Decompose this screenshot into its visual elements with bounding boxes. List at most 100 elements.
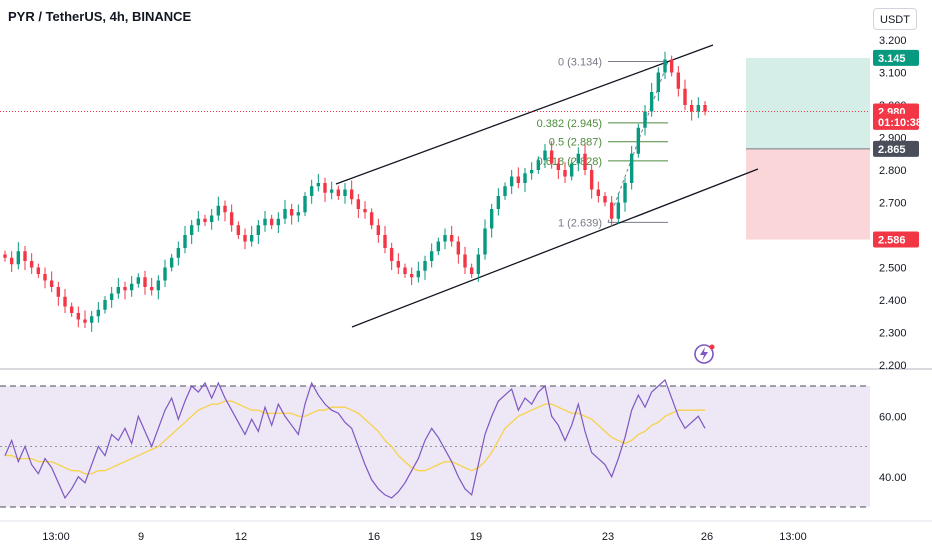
candle-body xyxy=(536,160,541,170)
candle-body xyxy=(369,212,374,226)
currency-button[interactable]: USDT xyxy=(873,8,917,30)
price-badge-label: 3.145 xyxy=(878,53,906,65)
time-tick-label: 16 xyxy=(368,531,380,543)
stop-zone xyxy=(746,148,870,240)
candle-body xyxy=(69,306,74,313)
candle-body xyxy=(216,205,221,216)
candle-body xyxy=(109,293,114,300)
candle-body xyxy=(543,150,547,161)
rsi-ma-line xyxy=(5,400,705,475)
candle-body xyxy=(156,280,161,291)
candle-body xyxy=(3,254,7,258)
time-tick-label: 13:00 xyxy=(779,531,807,543)
candle-body xyxy=(436,241,441,252)
candle-body xyxy=(656,72,661,92)
price-tick-label: 3.100 xyxy=(879,68,907,80)
candle-body xyxy=(116,287,121,294)
price-tick-label: 2.400 xyxy=(879,295,907,307)
symbol-title[interactable]: PYR / TetherUS, 4h, BINANCE xyxy=(8,9,192,24)
candle-body xyxy=(236,225,241,235)
candle-body xyxy=(383,235,387,248)
candle-body xyxy=(269,218,274,226)
flash-icon-dot xyxy=(709,344,715,350)
candle-body xyxy=(136,277,141,284)
price-tick-label: 2.700 xyxy=(879,198,907,210)
candle-body xyxy=(283,209,287,219)
fib-label: 0.5 (2.887) xyxy=(549,137,602,149)
candle-body xyxy=(229,212,234,226)
time-axis[interactable]: 13:00 9 12 16 19 23 26 13:00 xyxy=(0,520,932,543)
candle-body xyxy=(483,228,487,255)
candle-body xyxy=(469,267,474,274)
candle-body xyxy=(456,241,461,255)
fib-label: 0 (3.134) xyxy=(558,56,602,68)
candle-body xyxy=(223,205,227,213)
candle-body xyxy=(629,153,634,183)
candle-body xyxy=(336,189,341,196)
candle-body xyxy=(176,248,181,258)
candle-body xyxy=(16,251,21,265)
candle-body xyxy=(189,225,194,235)
candle-body xyxy=(403,267,407,274)
candle-body xyxy=(663,59,667,73)
price-badge xyxy=(873,113,919,130)
time-tick-label: 13:00 xyxy=(42,531,70,543)
candle-body xyxy=(49,280,54,287)
candle-body xyxy=(409,274,414,278)
candle-body xyxy=(149,287,154,291)
price-axis[interactable]: 3.2003.1003.0002.9002.8002.7002.6002.500… xyxy=(879,35,907,484)
candle-body xyxy=(203,218,207,222)
candle-body xyxy=(416,270,421,278)
candle-body xyxy=(623,183,627,203)
time-tick-label: 12 xyxy=(235,531,247,543)
fib-retracement: 0 (3.134)0.382 (2.945)0.5 (2.887)0.618 (… xyxy=(537,56,669,229)
candle-body xyxy=(289,209,294,216)
candle-body xyxy=(569,163,574,177)
candles xyxy=(3,51,707,332)
candle-body xyxy=(669,59,674,73)
candle-body xyxy=(343,189,347,196)
time-tick-label: 19 xyxy=(470,531,482,543)
price-badge xyxy=(873,49,919,66)
price-tick-label: 2.300 xyxy=(879,328,907,340)
candle-body xyxy=(449,235,454,242)
price-tick-label: 2.800 xyxy=(879,165,907,177)
price-tick-label: 2.500 xyxy=(879,263,907,275)
flash-icon-bolt xyxy=(700,347,708,361)
candle-body xyxy=(83,319,87,323)
fib-label: 1 (2.639) xyxy=(558,217,602,229)
candle-body xyxy=(496,196,501,209)
flash-icon[interactable] xyxy=(694,344,715,364)
candle-body xyxy=(63,296,67,307)
price-tick-label: 3.200 xyxy=(879,35,907,47)
candle-body xyxy=(129,283,134,291)
target-zone xyxy=(746,57,870,149)
price-badge xyxy=(873,140,919,157)
candle-body xyxy=(396,261,401,268)
rsi-tick-label: 40.00 xyxy=(879,472,907,484)
candle-body xyxy=(296,212,301,216)
candle-body xyxy=(563,170,567,177)
candle-body xyxy=(609,202,614,219)
candle-body xyxy=(689,105,694,112)
candle-body xyxy=(576,153,581,164)
candle-body xyxy=(29,261,34,268)
candle-body xyxy=(463,254,467,268)
candle-body xyxy=(529,170,534,174)
time-tick-label: 26 xyxy=(701,531,713,543)
candle-body xyxy=(389,248,394,261)
candle-body xyxy=(643,111,647,128)
candle-body xyxy=(56,287,61,297)
candle-body xyxy=(603,196,607,203)
candle-body xyxy=(276,218,281,226)
candle-body xyxy=(676,72,681,89)
rsi-line xyxy=(4,378,706,500)
price-badge-label: 2.586 xyxy=(878,235,906,247)
time-tick-label: 23 xyxy=(602,531,614,543)
price-badge xyxy=(873,231,919,248)
candle-body xyxy=(429,251,434,261)
candle-body xyxy=(76,313,81,320)
channel-lower-line xyxy=(351,168,759,328)
candle-body xyxy=(476,254,481,274)
